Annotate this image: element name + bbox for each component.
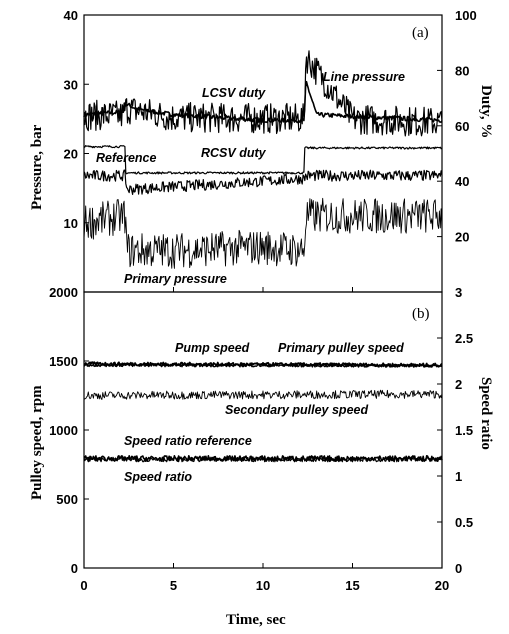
y2-tick-label: 2 xyxy=(455,377,462,392)
series-line-reference xyxy=(83,145,443,175)
y2-tick-label: 2.5 xyxy=(455,331,473,346)
annot-speed-ratio: Speed ratio xyxy=(124,470,192,484)
series-line-primary-pulley-speed xyxy=(83,363,443,368)
annot-primary-pressure: Primary pressure xyxy=(124,272,227,286)
y2-tick-label: 60 xyxy=(455,119,469,134)
x-tick-label: 15 xyxy=(345,578,359,593)
y-tick-label: 2000 xyxy=(49,285,78,300)
annot-primary-pulley-speed: Primary pulley speed xyxy=(278,341,404,355)
axes-ticks: 1020304020406080100050010001500200000.51… xyxy=(49,8,477,593)
y2-tick-label: 0.5 xyxy=(455,515,473,530)
annot-rcsv-duty: RCSV duty xyxy=(201,146,267,160)
annot-lcsv-duty: LCSV duty xyxy=(202,86,266,100)
x-tick-label: 0 xyxy=(80,578,87,593)
y2-tick-label: 80 xyxy=(455,63,469,78)
series-line-secondary-pulley-speed xyxy=(83,389,443,400)
y-tick-label: 1000 xyxy=(49,423,78,438)
y-tick-label: 1500 xyxy=(49,354,78,369)
y-tick-label: 500 xyxy=(56,492,78,507)
annot-secondary-pulley-speed: Secondary pulley speed xyxy=(225,403,368,417)
y2-tick-label: 1.5 xyxy=(455,423,473,438)
panel-a-y2-axis-label: Duty, % xyxy=(478,85,494,138)
y-tick-label: 30 xyxy=(64,77,78,92)
x-axis-label: Time, sec xyxy=(226,612,286,628)
panel-b-series xyxy=(83,361,443,463)
series-line-primary-pressure xyxy=(83,197,443,269)
panel-b-label: (b) xyxy=(412,306,430,322)
panel-a-y-axis-label: Pressure, bar xyxy=(29,124,45,210)
y-tick-label: 10 xyxy=(64,216,78,231)
series-line-speed-ratio xyxy=(83,456,443,463)
y2-tick-label: 100 xyxy=(455,8,477,23)
y2-tick-label: 1 xyxy=(455,469,462,484)
panel-b-y-axis-label: Pulley speed, rpm xyxy=(29,385,45,500)
y-tick-label: 0 xyxy=(71,561,78,576)
panel-a-series xyxy=(83,50,443,269)
y2-tick-label: 0 xyxy=(455,561,462,576)
x-tick-label: 5 xyxy=(170,578,177,593)
y2-tick-label: 3 xyxy=(455,285,462,300)
x-tick-label: 10 xyxy=(256,578,270,593)
x-tick-label: 20 xyxy=(435,578,449,593)
panel-a-label: (a) xyxy=(412,25,429,41)
y2-tick-label: 20 xyxy=(455,230,469,245)
y-tick-label: 40 xyxy=(64,8,78,23)
y-tick-label: 20 xyxy=(64,147,78,162)
y2-tick-label: 40 xyxy=(455,174,469,189)
panel-b-y2-axis-label: Speed ratio xyxy=(478,377,494,450)
annot-speed-ratio-reference: Speed ratio reference xyxy=(124,434,252,448)
series-line-line-pressure xyxy=(83,50,443,137)
annot-reference: Reference xyxy=(96,151,156,165)
annot-line-pressure: Line pressure xyxy=(323,70,405,84)
annot-pump-speed: Pump speed xyxy=(175,341,250,355)
series-line-rcsv-duty xyxy=(83,169,443,195)
panel-b-frame xyxy=(83,291,443,569)
